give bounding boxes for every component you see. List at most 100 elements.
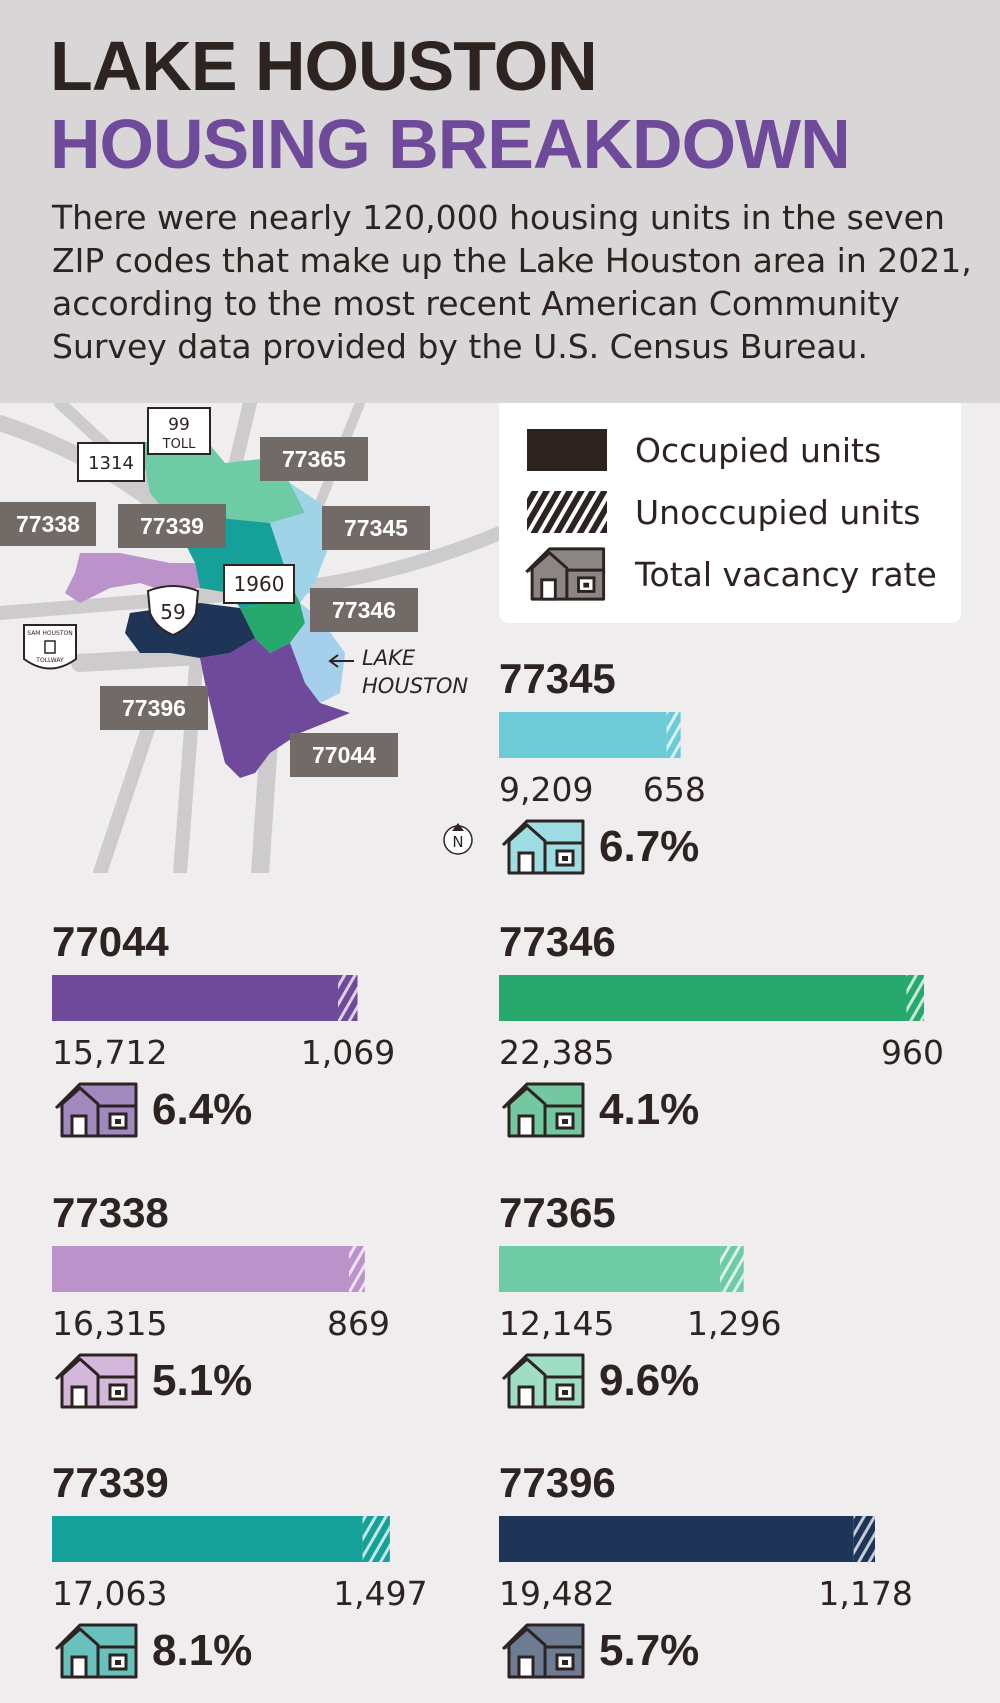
bar-77338	[52, 1246, 365, 1292]
bar-77346	[499, 975, 924, 1021]
occupied-value-77365: 12,145	[499, 1304, 615, 1343]
occupied-value-77338: 16,315	[52, 1304, 168, 1343]
unoccupied-value-77346: 960	[881, 1033, 944, 1072]
shield-sam-bottom: TOLLWAY	[35, 657, 64, 664]
map-label-77338: 77338	[16, 511, 80, 537]
bar-occupied-77338	[52, 1246, 350, 1292]
zip-block-77044: 77044 15,712 1,069 6.4%	[52, 918, 492, 1138]
house-icon	[54, 1082, 138, 1138]
bar-occupied-77365	[499, 1246, 721, 1292]
vacancy-rate-77345: 6.7%	[599, 822, 700, 871]
road-shields: 99 TOLL 1314 1960 59 SAM HOUSTON TOLLWAY	[23, 407, 295, 670]
house-icon	[501, 1082, 585, 1138]
shield-1960: 1960	[234, 572, 285, 596]
unoccupied-value-77338: 869	[327, 1304, 391, 1343]
legend-vacancy-label: Total vacancy rate	[635, 554, 937, 594]
bar-77365	[499, 1246, 744, 1292]
zip-block-77365: 77365 12,145 1,296 9.6%	[499, 1189, 939, 1409]
zip-code-77044: 77044	[52, 918, 169, 965]
lake-label-2: HOUSTON	[362, 674, 468, 698]
bar-occupied-77345	[499, 712, 667, 758]
occupied-value-77345: 9,209	[499, 770, 594, 809]
header-panel: LAKE HOUSTON HOUSING BREAKDOWN There wer…	[0, 0, 1000, 403]
zip-block-77396: 77396 19,482 1,178 5.7%	[499, 1459, 939, 1679]
title-line-2: HOUSING BREAKDOWN	[50, 105, 851, 183]
house-icon	[54, 1623, 138, 1679]
vacancy-rate-77044: 6.4%	[152, 1085, 253, 1134]
bar-occupied-77044	[52, 975, 339, 1021]
map-label-77346: 77346	[332, 597, 396, 623]
zip-block-77339: 77339 17,063 1,497 8.1%	[52, 1459, 492, 1679]
unoccupied-value-77365: 1,296	[687, 1304, 782, 1343]
bar-77044	[52, 975, 358, 1021]
zip-code-77396: 77396	[499, 1459, 616, 1506]
bar-unoccupied-77338	[349, 1246, 365, 1292]
legend-panel: Occupied units Unoccupied units Total va…	[499, 403, 961, 623]
bar-unoccupied-77396	[853, 1516, 876, 1562]
bar-unoccupied-77044	[338, 975, 358, 1021]
bar-occupied-77396	[499, 1516, 854, 1562]
legend-occupied: Occupied units	[527, 425, 881, 475]
intro-text: There were nearly 120,000 housing units …	[52, 198, 972, 366]
bar-unoccupied-77345	[666, 712, 681, 758]
lake-houston-map: LAKE HOUSTON 77365 77338 77339 77345 773…	[0, 403, 500, 873]
zip-code-77339: 77339	[52, 1459, 169, 1506]
north-arrow-icon: N	[443, 823, 473, 855]
legend-unoccupied: Unoccupied units	[527, 487, 920, 537]
bar-77345	[499, 712, 681, 758]
occupied-value-77044: 15,712	[52, 1033, 168, 1072]
map-label-77044: 77044	[312, 742, 376, 768]
shield-59: 59	[160, 600, 185, 624]
zip-code-77365: 77365	[499, 1189, 616, 1236]
unoccupied-swatch	[527, 491, 607, 533]
lake-label-1: LAKE	[362, 646, 416, 670]
title-line-1: LAKE HOUSTON	[50, 27, 598, 105]
occupied-value-77396: 19,482	[499, 1574, 615, 1613]
zip-code-77338: 77338	[52, 1189, 169, 1236]
unoccupied-value-77396: 1,178	[818, 1574, 913, 1613]
vacancy-rate-77339: 8.1%	[152, 1626, 253, 1675]
zip-code-77345: 77345	[499, 655, 616, 702]
bar-occupied-77339	[52, 1516, 363, 1562]
house-icon	[501, 1623, 585, 1679]
lake-arrow	[328, 654, 354, 668]
vacancy-rate-77365: 9.6%	[599, 1356, 700, 1405]
zip-block-77345: 77345 9,209 658 6.7%	[499, 655, 939, 875]
legend-occupied-label: Occupied units	[635, 430, 882, 470]
vacancy-rate-77346: 4.1%	[599, 1085, 700, 1134]
occupied-value-77339: 17,063	[52, 1574, 168, 1613]
map-zip-labels: 77365 77338 77339 77345 77346 77396 7704…	[0, 437, 430, 777]
unoccupied-value-77044: 1,069	[300, 1033, 396, 1072]
map-label-77339: 77339	[140, 513, 204, 539]
occupied-value-77346: 22,385	[499, 1033, 615, 1072]
unoccupied-value-77339: 1,497	[333, 1574, 428, 1613]
bar-77339	[52, 1516, 390, 1562]
legend-unoccupied-label: Unoccupied units	[635, 492, 921, 532]
svg-text:N: N	[452, 833, 463, 851]
zip-block-77338: 77338 16,315 869 5.1%	[52, 1189, 492, 1409]
vacancy-rate-77338: 5.1%	[152, 1356, 253, 1405]
occupied-swatch	[527, 429, 607, 471]
region-77345	[270, 483, 330, 603]
zip-code-77346: 77346	[499, 918, 616, 965]
bar-unoccupied-77365	[720, 1246, 744, 1292]
bar-unoccupied-77339	[362, 1516, 390, 1562]
legend-vacancy: Total vacancy rate	[521, 547, 937, 601]
vacancy-rate-77396: 5.7%	[599, 1626, 700, 1675]
house-icon	[525, 547, 606, 601]
bar-unoccupied-77346	[906, 975, 924, 1021]
shield-1314: 1314	[88, 453, 134, 474]
shield-sam-top: SAM HOUSTON	[27, 630, 72, 637]
house-icon	[501, 1353, 585, 1409]
region-lake	[290, 603, 345, 703]
map-label-77345: 77345	[344, 515, 408, 541]
house-icon	[501, 819, 585, 875]
shield-99: 99	[168, 415, 190, 435]
house-icon	[54, 1353, 138, 1409]
map-label-77396: 77396	[122, 695, 186, 721]
bar-77396	[499, 1516, 876, 1562]
shield-toll: TOLL	[162, 437, 196, 452]
map-label-77365: 77365	[282, 446, 346, 472]
region-77044	[200, 638, 350, 778]
zip-block-77346: 77346 22,385 960 4.1%	[499, 918, 944, 1138]
